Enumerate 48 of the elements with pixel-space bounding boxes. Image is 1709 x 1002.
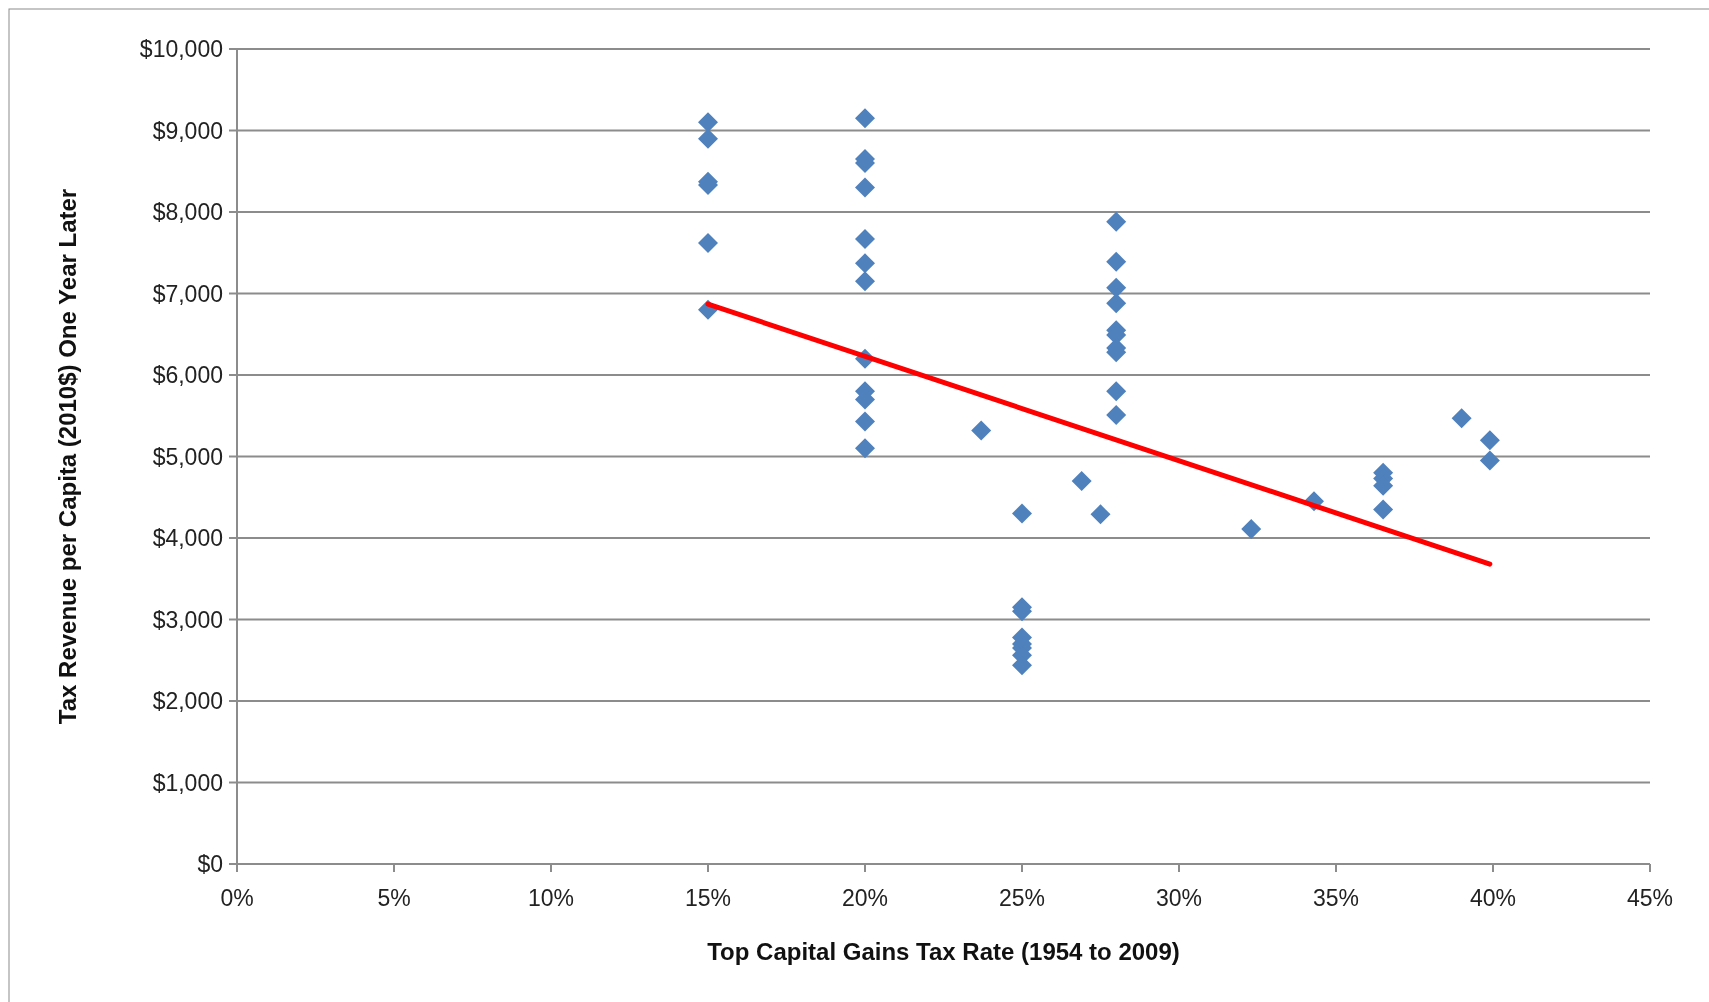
point bbox=[1479, 450, 1500, 471]
point bbox=[855, 228, 875, 249]
y-tick-label: $10,000 bbox=[139, 36, 223, 63]
point bbox=[1106, 251, 1127, 272]
y-tick-label: $0 bbox=[197, 851, 223, 878]
point bbox=[698, 232, 718, 253]
x-tick-label: 0% bbox=[220, 885, 254, 911]
point bbox=[1373, 499, 1394, 520]
point bbox=[971, 420, 992, 441]
y-tick-label: $2,000 bbox=[152, 688, 223, 715]
x-tick-label: 10% bbox=[527, 885, 575, 911]
point bbox=[698, 128, 718, 149]
x-tick-label: 45% bbox=[1626, 885, 1674, 911]
point bbox=[855, 253, 875, 274]
point bbox=[1012, 503, 1032, 524]
point bbox=[1106, 381, 1127, 402]
point bbox=[1479, 430, 1500, 451]
point bbox=[698, 112, 718, 133]
y-tick-label: $3,000 bbox=[152, 606, 223, 633]
x-tick-label: 20% bbox=[841, 885, 889, 911]
y-tick-label: $9,000 bbox=[152, 117, 223, 144]
point bbox=[1241, 519, 1262, 540]
y-tick-label: $5,000 bbox=[152, 443, 223, 470]
y-tick-label: $1,000 bbox=[152, 769, 223, 796]
point bbox=[855, 438, 875, 459]
point bbox=[1090, 504, 1111, 525]
point bbox=[1451, 408, 1472, 429]
point bbox=[855, 177, 875, 198]
y-tick-label: $8,000 bbox=[152, 199, 223, 226]
point bbox=[855, 411, 875, 432]
point bbox=[1071, 470, 1092, 491]
x-tick-label: 25% bbox=[998, 885, 1046, 911]
y-tick-label: $7,000 bbox=[152, 280, 223, 307]
point bbox=[1106, 293, 1127, 314]
point bbox=[855, 108, 875, 129]
x-tick-label: 35% bbox=[1312, 885, 1360, 911]
x-tick-label: 30% bbox=[1155, 885, 1203, 911]
y-tick-label: $6,000 bbox=[152, 362, 223, 389]
y-axis-title: Tax Revenue per Capita (2010$) One Year Later bbox=[54, 188, 81, 725]
point bbox=[1106, 277, 1127, 298]
point bbox=[1106, 211, 1127, 232]
x-tick-label: 15% bbox=[684, 885, 732, 911]
x-tick-label: 40% bbox=[1469, 885, 1517, 911]
y-tick-label: $4,000 bbox=[152, 525, 223, 552]
x-axis-title: Top Capital Gains Tax Rate (1954 to 2009) bbox=[707, 938, 1180, 965]
x-tick-label: 5% bbox=[377, 885, 411, 911]
point bbox=[855, 271, 875, 292]
point bbox=[1106, 404, 1127, 425]
